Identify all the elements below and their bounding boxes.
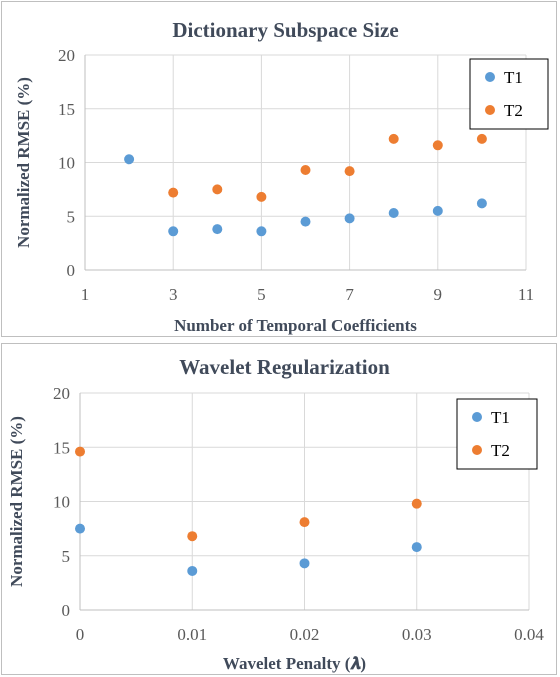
y-tick-label: 5: [62, 547, 71, 566]
x-axis-title: Number of Temporal Coefficients: [174, 316, 417, 335]
data-point-t1: [476, 198, 487, 209]
data-point-t2: [300, 165, 311, 176]
data-point-t1: [124, 154, 135, 165]
data-point-t1: [168, 226, 179, 237]
legend-marker-t1: [472, 412, 482, 422]
legend-label-t1: T1: [491, 408, 510, 427]
data-point-t2: [344, 166, 355, 177]
chart-title: Dictionary Subspace Size: [172, 18, 398, 42]
chart-panel-subspace: 0 5 10 15 20 1 3 5 7 9 11 Dictionary Subspace Size N…: [1, 1, 557, 337]
y-tick-label: 10: [58, 154, 75, 173]
data-point-t2: [388, 133, 399, 144]
subspace-chart-svg: 0 5 10 15 20 1 3 5 7 9 11 Dictionary Subspace Size N…: [14, 18, 549, 335]
chart-title: Wavelet Regularization: [179, 355, 390, 379]
x-tick-label: 7: [345, 285, 354, 304]
data-point-t1: [411, 542, 422, 553]
legend-box: [469, 58, 549, 130]
x-tick-label: 0.02: [290, 625, 320, 644]
chart-panel-wavelet: 0 5 10 15 20 0 0.01 0.02 0.03 0.04 Wavelet Regular…: [1, 343, 557, 675]
x-tick-label: 3: [169, 285, 178, 304]
data-point-t2: [476, 133, 487, 144]
legend-marker-t2: [472, 445, 482, 455]
legend-marker-t1: [485, 72, 495, 82]
legend-label-t2: T2: [491, 441, 510, 460]
x-axis-title: Wavelet Penalty (𝝀): [223, 654, 366, 673]
legend-label-t2: T2: [504, 101, 523, 120]
legend-box: [456, 398, 538, 470]
data-point-t2: [256, 191, 267, 202]
data-point-t1: [299, 558, 310, 569]
y-tick-label: 20: [58, 46, 75, 65]
y-tick-label: 0: [62, 601, 71, 620]
data-point-t2: [75, 446, 85, 457]
x-tick-label: 5: [257, 285, 266, 304]
data-point-t1: [75, 523, 85, 534]
data-point-t1: [432, 205, 443, 216]
x-tick-label: 1: [81, 285, 90, 304]
y-tick-label: 15: [58, 100, 75, 119]
y-axis-title: Normalized RMSE (%): [7, 416, 26, 587]
data-point-t2: [187, 531, 198, 542]
data-point-t1: [256, 226, 267, 237]
x-tick-label: 0.03: [402, 625, 432, 644]
x-tick-label: 0: [76, 625, 85, 644]
data-point-t2: [411, 498, 422, 509]
y-tick-label: 10: [53, 493, 70, 512]
y-tick-label: 0: [67, 261, 76, 280]
x-tick-label: 11: [518, 285, 534, 304]
data-point-t1: [300, 216, 311, 227]
data-point-t2: [299, 517, 310, 528]
x-tick-label: 9: [434, 285, 443, 304]
data-point-t1: [344, 213, 355, 224]
data-point-t1: [187, 565, 198, 576]
y-tick-label: 5: [67, 207, 76, 226]
data-point-t2: [432, 140, 443, 151]
data-point-t2: [168, 187, 179, 198]
data-point-t1: [212, 224, 223, 235]
x-tick-label: 0.01: [177, 625, 207, 644]
data-point-t1: [388, 208, 399, 219]
y-tick-label: 15: [53, 438, 70, 457]
y-axis-title: Normalized RMSE (%): [14, 77, 33, 248]
y-tick-label: 20: [53, 384, 70, 403]
legend-marker-t2: [485, 105, 495, 115]
legend-label-t1: T1: [504, 68, 523, 87]
data-point-t2: [212, 184, 223, 195]
x-tick-label: 0.04: [514, 625, 544, 644]
wavelet-chart-svg: 0 5 10 15 20 0 0.01 0.02 0.03 0.04 Wavelet Regular…: [7, 355, 544, 673]
